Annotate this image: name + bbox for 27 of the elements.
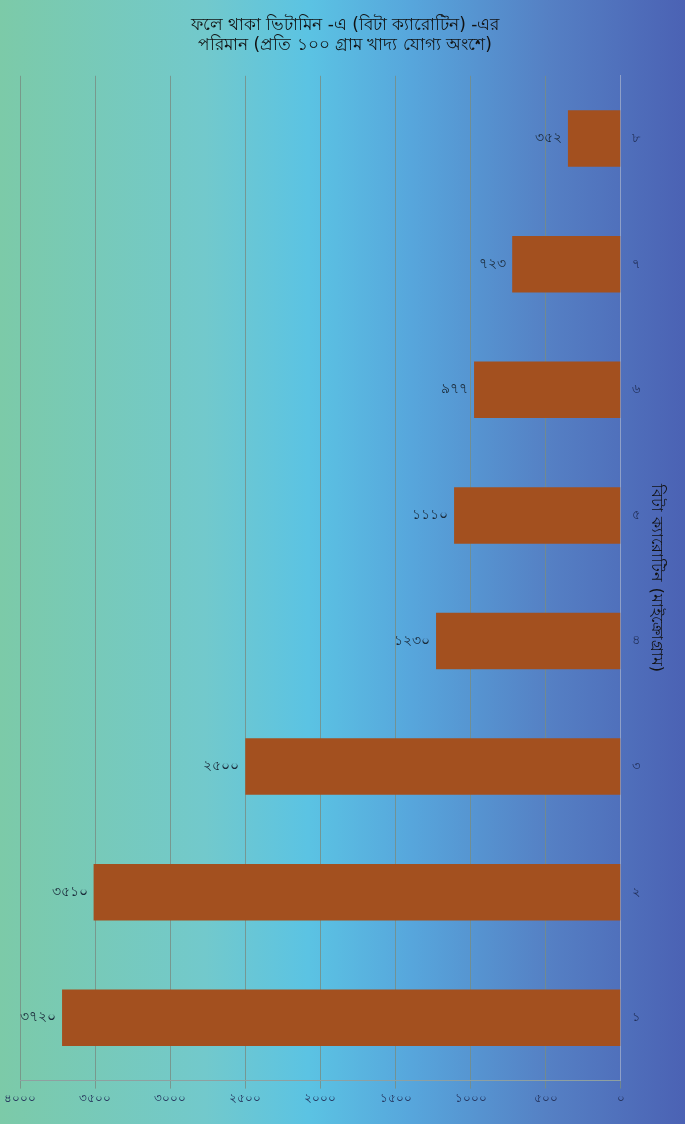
data-label: ১১১০ bbox=[412, 506, 449, 523]
x-tick-label: ৩৫০০ bbox=[79, 1090, 112, 1105]
data-label: ৭২৩ bbox=[479, 254, 507, 271]
data-label: ৯৭৭ bbox=[441, 380, 469, 397]
y-tick-label: ৫ bbox=[631, 506, 640, 522]
x-tick-label: ০ bbox=[616, 1090, 625, 1105]
x-tick-label: ৩০০০ bbox=[154, 1090, 187, 1105]
y-tick-label: ২ bbox=[631, 883, 640, 899]
y-tick-label: ৩ bbox=[631, 757, 640, 773]
x-tick-label: ৫০০ bbox=[533, 1090, 558, 1105]
x-tick-label: ৪০০০ bbox=[4, 1090, 36, 1105]
y-axis-title: বিটা ক্যারোটিন (মাইক্রোগ্রাম) bbox=[648, 483, 668, 673]
data-label: ৩৫২ bbox=[534, 129, 562, 146]
x-tick-label: ২০০০ bbox=[304, 1090, 337, 1105]
y-tick-label: ৭ bbox=[631, 255, 640, 271]
data-label: ৩৫১০ bbox=[51, 882, 88, 899]
y-tick-label: ৬ bbox=[631, 381, 641, 397]
data-label: ৩৭২০ bbox=[20, 1008, 57, 1025]
y-tick-label: ৪ bbox=[631, 632, 640, 648]
data-label: ২৫০০ bbox=[203, 757, 240, 774]
data-label: ১২৩০ bbox=[394, 631, 431, 648]
x-tick-label: ২৫০০ bbox=[229, 1090, 262, 1105]
x-tick-label: ১৫০০ bbox=[379, 1090, 412, 1105]
chart-title: ফলে থাকা ভিটামিন -এ (বিটা ক্যারোটিন) -এর পরিমান (প্রতি ১০০ গ্রাম খাদ্য যোগ্য অংশে) bbox=[189, 13, 501, 55]
x-tick-label: ১০০০ bbox=[454, 1090, 487, 1105]
y-tick-label: ১ bbox=[631, 1009, 640, 1025]
y-tick-label: ৮ bbox=[631, 129, 641, 145]
